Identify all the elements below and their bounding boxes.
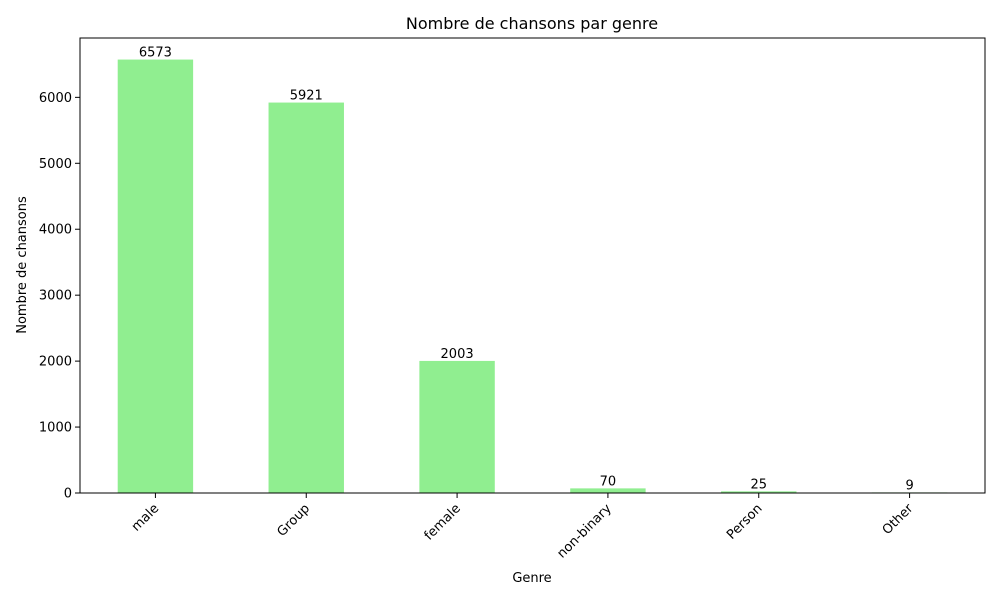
bar-person [721, 491, 797, 493]
bars-group [117, 59, 948, 493]
x-tick-label: female [422, 501, 464, 543]
y-axis: 0 1000 2000 3000 4000 5000 6000 [39, 91, 80, 502]
data-label-person: 25 [750, 477, 767, 492]
x-axis-title: Genre [512, 571, 551, 586]
bar-non-binary [570, 488, 646, 493]
data-label-group: 5921 [290, 89, 323, 104]
y-axis-title: Nombre de chansons [15, 196, 30, 334]
plot-frame [79, 37, 986, 494]
x-tick-label: Other [880, 501, 917, 538]
data-labels-group: 6573 5921 2003 70 25 9 [139, 46, 914, 494]
y-tick-label: 5000 [39, 157, 72, 172]
x-tick-label: non-binary [554, 501, 614, 561]
data-label-female: 2003 [441, 347, 474, 362]
x-tick-label: Person [724, 501, 765, 542]
data-label-male: 6573 [139, 46, 172, 61]
y-tick-label: 4000 [39, 223, 72, 238]
data-label-other: 9 [905, 478, 913, 493]
x-axis: male Group female non-binary Person Other [129, 493, 917, 561]
y-tick-label: 6000 [39, 91, 72, 106]
y-tick-label: 0 [64, 487, 72, 502]
chart-title: Nombre de chansons par genre [406, 14, 658, 33]
bar-group [268, 102, 344, 493]
data-label-non-binary: 70 [600, 474, 617, 489]
bar-female [419, 360, 495, 493]
y-tick-label: 3000 [39, 289, 72, 304]
x-tick-label: Group [274, 501, 313, 540]
y-tick-label: 1000 [39, 421, 72, 436]
y-tick-label: 2000 [39, 355, 72, 370]
bar-male [117, 59, 194, 493]
plot-area: 6573 5921 2003 70 25 9 [79, 37, 986, 494]
x-tick-label: male [129, 501, 162, 534]
